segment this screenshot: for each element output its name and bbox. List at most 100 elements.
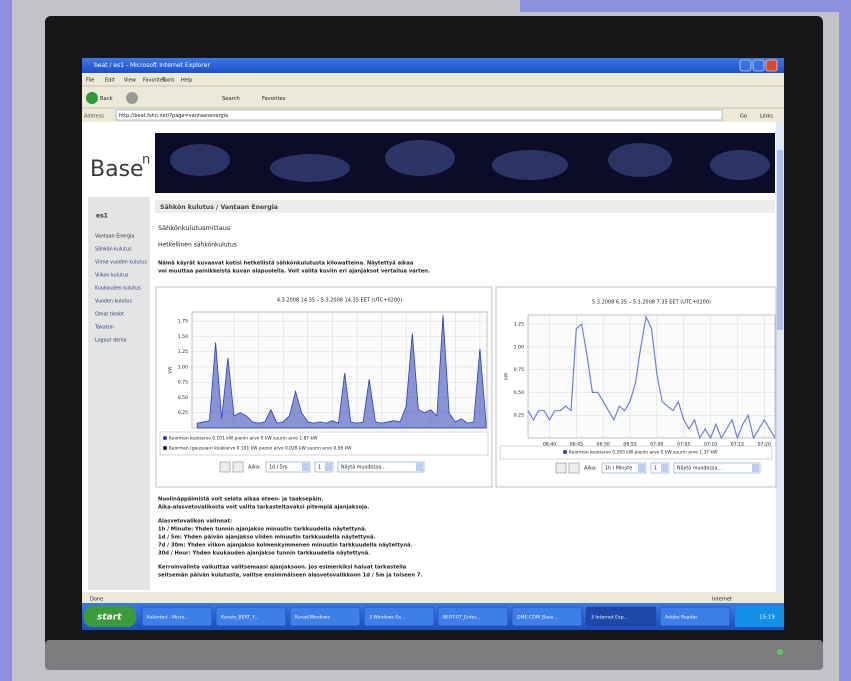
select-text[interactable]: Näytä muodossa... (677, 466, 722, 472)
task-button[interactable] (289, 606, 361, 627)
select-box[interactable] (265, 461, 311, 473)
legend-box (499, 445, 773, 460)
prev-button[interactable] (555, 462, 567, 474)
y-axis-label: kW (168, 366, 174, 374)
sidebar-link[interactable]: Takaisin (94, 325, 114, 331)
x-tick-label: 07:00 (650, 442, 663, 448)
legend-text: Kuorman (gaussian) keskiarvo 0.101 kW pi… (169, 446, 352, 452)
select-text[interactable]: Näytä muodossa... (341, 465, 386, 471)
wall-edge (839, 0, 851, 681)
help-text: 1d / 5m: Yhden päivän ajanjakso viiden m… (158, 535, 375, 541)
wall-edge (520, 0, 851, 12)
menu-item[interactable]: Tools (161, 78, 175, 84)
task-button[interactable] (437, 606, 509, 627)
links[interactable]: Links (760, 114, 773, 120)
forward-icon[interactable] (126, 92, 138, 104)
task-button[interactable] (511, 606, 583, 627)
sidebar-link[interactable]: Kuukauden kulutus (95, 286, 141, 292)
task-label[interactable]: BEAT-07_Enter... (443, 615, 480, 621)
address-label: Address (84, 114, 104, 120)
select-arrow[interactable] (416, 463, 423, 471)
legend-dot (163, 446, 167, 450)
toolbar-button[interactable]: Search (222, 96, 240, 102)
back-icon[interactable] (86, 92, 98, 104)
select-text[interactable]: 1 (318, 465, 321, 471)
y-tick-label: 0.50 (178, 395, 188, 401)
plot-area (527, 314, 776, 439)
select-text[interactable]: 1d / 5m (269, 465, 288, 471)
select-arrow[interactable] (325, 463, 332, 471)
help-text: Kerroinvalinta vaikuttaa valitsemaasi aj… (158, 565, 407, 571)
sidebar-link[interactable]: Viikon kulutus (95, 273, 129, 279)
toolbar-button[interactable]: Favorites (262, 96, 286, 102)
title-bar (82, 58, 784, 73)
x-tick-label: 07:10 (704, 442, 717, 448)
task-button[interactable] (141, 606, 213, 627)
task-label[interactable]: Adobe Reader (665, 615, 697, 621)
select-text[interactable]: 1 (654, 466, 657, 472)
task-label[interactable]: Kuvat/Windows (295, 615, 331, 621)
intro-text: voi muuttaa painikkeista kuvan alapuolel… (158, 269, 430, 275)
select-box[interactable] (601, 462, 647, 474)
select-arrow[interactable] (752, 464, 759, 472)
close[interactable] (765, 59, 778, 72)
scroll-thumb[interactable] (777, 150, 783, 330)
sidebar-link[interactable]: Sähkön kulutus (95, 247, 132, 253)
legend-text: Kuorman keskiarvo 0.293 kW pienin arvo 0… (569, 450, 718, 456)
task-button[interactable] (215, 606, 287, 627)
next-button[interactable] (568, 462, 580, 474)
breadcrumb: Sähkön kulutus / Vantaan Energia (160, 204, 278, 211)
minimize[interactable] (739, 59, 752, 72)
address-field[interactable] (115, 109, 723, 121)
select-box[interactable] (314, 461, 334, 473)
sidebar-link[interactable]: Vuoden kulutus (95, 299, 132, 305)
sidebar-link[interactable]: Vantaan Energia (95, 234, 135, 240)
task-label[interactable]: 3 Windows Ex... (369, 615, 405, 621)
menu-item[interactable]: File (86, 78, 94, 84)
menu-item[interactable]: Help (181, 78, 192, 84)
select-arrow[interactable] (302, 463, 309, 471)
task-button[interactable] (363, 606, 435, 627)
y-tick-label: 0.25 (178, 410, 188, 416)
sidebar-link[interactable]: Viime vuoden kulutus (95, 260, 147, 266)
intro-text: Nämä käyrät kuvaavat kotisi hetkellistä … (158, 261, 414, 267)
menu-item[interactable]: Edit (105, 78, 115, 84)
prev-button[interactable] (219, 461, 231, 473)
select-text[interactable]: 1h / Minute (605, 466, 632, 472)
task-button[interactable] (585, 606, 657, 627)
y-tick-label: 1.00 (178, 364, 188, 370)
address-text[interactable]: http://beat.fshn.net/?page=vantaanenergi… (119, 113, 228, 119)
start-label[interactable]: start (97, 613, 122, 623)
help-text: Aika-alasvetovalikosta voit valita tarka… (158, 505, 369, 511)
help-text: Nuolinäppäimistä voit selata aikaa eteen… (158, 497, 323, 503)
breadcrumb-bar (155, 200, 775, 213)
clock: 15:19 (759, 615, 775, 621)
select-arrow[interactable] (661, 464, 668, 472)
task-button[interactable] (659, 606, 731, 627)
start-button[interactable] (84, 606, 136, 627)
next-button[interactable] (232, 461, 244, 473)
sidebar-link[interactable]: Omat tiedot (95, 312, 124, 318)
task-label[interactable]: Kansio_BEAT_Y... (221, 615, 259, 621)
wall-edge (0, 0, 12, 681)
menu-item[interactable]: Favorites (143, 78, 166, 84)
select-box[interactable] (673, 462, 761, 474)
maximize[interactable] (752, 59, 765, 72)
y-tick-label: 0.50 (514, 390, 524, 396)
task-label[interactable]: DME-COM_Base... (517, 615, 558, 621)
toolbar-button[interactable]: Back (100, 96, 113, 102)
banner-earth (170, 140, 770, 182)
go-button[interactable]: Go (740, 114, 747, 120)
select-box[interactable] (650, 462, 670, 474)
task-label[interactable]: Kalenteri - Micro... (147, 615, 189, 621)
chart-title: 4.3.2008 14.35 – 5.3.2008 14.35 EET (UTC… (277, 298, 402, 304)
menu-item[interactable]: View (124, 78, 136, 84)
sidebar-link[interactable]: Logout demo (95, 338, 127, 344)
help-text: 7d / 30m: Yhden viikon ajanjakso kolmenk… (158, 543, 413, 549)
select-box[interactable] (337, 461, 425, 473)
logo: Base (90, 157, 144, 182)
scrollbar[interactable] (776, 122, 784, 592)
x-tick-label: 07:20 (758, 442, 771, 448)
select-arrow[interactable] (638, 464, 645, 472)
task-label[interactable]: 3 Internet Exp... (591, 615, 628, 621)
